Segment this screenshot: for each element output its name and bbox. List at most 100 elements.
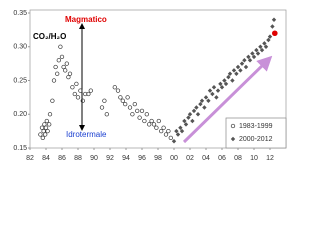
point <box>231 68 237 73</box>
point <box>239 61 245 66</box>
point <box>234 71 239 76</box>
point <box>50 98 55 103</box>
point <box>179 128 185 134</box>
point <box>40 135 45 141</box>
point <box>219 85 225 90</box>
x-tick-label: 94 <box>122 155 130 162</box>
point <box>58 44 63 49</box>
legend-label: 1983-1999 <box>239 123 273 130</box>
point <box>207 88 213 93</box>
point <box>102 98 107 103</box>
hydrothermal-label: Idrotermale <box>66 130 107 139</box>
point <box>168 135 173 141</box>
y-tick-label: 0.30 <box>13 44 27 51</box>
point <box>251 54 257 60</box>
point <box>118 95 123 100</box>
point <box>99 105 105 110</box>
point <box>63 68 68 73</box>
point <box>112 85 117 90</box>
x-tick-label: 90 <box>90 155 98 162</box>
point <box>166 128 171 134</box>
point <box>175 132 181 137</box>
point <box>123 101 128 107</box>
point <box>206 98 211 103</box>
magmatic-label: Magmatico <box>65 15 107 24</box>
point <box>210 91 215 97</box>
point <box>230 78 235 83</box>
point <box>66 74 71 80</box>
point <box>74 81 79 87</box>
x-tick-label: 00 <box>170 155 178 162</box>
x-tick-label: 10 <box>250 155 258 162</box>
point <box>43 132 48 137</box>
point <box>267 34 273 39</box>
point <box>218 81 223 87</box>
point <box>161 125 166 130</box>
point <box>202 105 207 110</box>
point <box>53 64 58 70</box>
point <box>211 85 217 90</box>
point <box>159 128 164 134</box>
point <box>125 95 130 100</box>
point <box>262 41 267 46</box>
point <box>187 112 193 117</box>
point <box>83 91 88 97</box>
point <box>45 128 50 134</box>
point <box>156 118 161 124</box>
point <box>198 101 203 107</box>
point <box>144 112 149 117</box>
point <box>199 98 205 103</box>
point <box>178 125 183 130</box>
x-tick-label: 86 <box>58 155 66 162</box>
point <box>215 88 221 93</box>
point <box>51 78 57 83</box>
point <box>191 108 197 114</box>
legend-marker <box>230 136 236 142</box>
point <box>142 118 147 124</box>
legend <box>225 117 287 149</box>
point <box>132 101 137 107</box>
x-tick-label: 06 <box>218 155 226 162</box>
point <box>255 51 261 56</box>
point <box>258 44 263 49</box>
x-tick-label: 88 <box>74 155 82 162</box>
point <box>154 125 159 130</box>
point <box>38 132 43 137</box>
point <box>86 91 91 97</box>
y-tick-label: 0.25 <box>13 77 27 84</box>
point <box>259 47 265 53</box>
highlight-point <box>272 30 278 37</box>
point <box>47 122 52 127</box>
x-tick-label: 12 <box>266 155 274 162</box>
point <box>120 98 125 103</box>
y-tick-label: 0.35 <box>13 10 27 17</box>
point <box>104 112 109 117</box>
point <box>222 78 227 83</box>
point <box>214 95 219 100</box>
point <box>59 54 65 60</box>
point <box>43 125 49 130</box>
point <box>61 64 66 70</box>
point <box>235 64 241 70</box>
point <box>254 47 259 53</box>
x-tick-label: 82 <box>26 155 34 162</box>
point <box>151 122 157 127</box>
point <box>247 58 253 63</box>
point <box>266 37 271 43</box>
point <box>47 112 53 117</box>
point <box>242 58 247 63</box>
point <box>55 71 60 76</box>
point <box>56 58 61 63</box>
x-tick-label: 04 <box>202 155 210 162</box>
point <box>64 61 69 66</box>
point <box>115 88 121 93</box>
point <box>194 105 199 110</box>
point <box>271 17 277 22</box>
point <box>223 81 229 87</box>
point <box>250 51 255 56</box>
trend-arrow <box>182 55 273 144</box>
ratio-label: CO₂/H₂O <box>33 32 66 41</box>
point <box>127 105 133 110</box>
point <box>163 132 169 137</box>
x-tick-label: 02 <box>186 155 194 162</box>
